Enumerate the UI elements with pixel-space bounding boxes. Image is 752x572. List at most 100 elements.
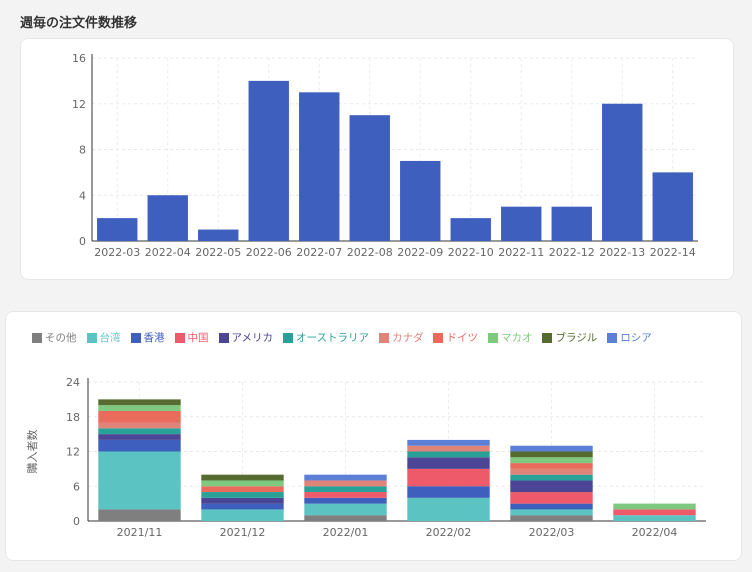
legend-item[interactable]: 台湾 xyxy=(86,330,121,345)
legend-swatch xyxy=(32,332,42,343)
legend-swatch xyxy=(130,332,141,343)
bar xyxy=(652,172,693,241)
bar-segment xyxy=(304,515,387,521)
bar-segment xyxy=(407,468,490,487)
legend-swatch xyxy=(174,332,185,343)
y-tick-label: 18 xyxy=(66,411,80,424)
x-tick-label: 2022-05 xyxy=(195,246,241,259)
y-tick-label: 12 xyxy=(66,446,80,459)
legend-label: オーストラリア xyxy=(295,332,369,344)
legend-swatch xyxy=(487,332,498,343)
legend-item[interactable]: マカオ xyxy=(487,330,533,345)
x-tick-label: 2022/04 xyxy=(632,526,678,539)
legend-label: 中国 xyxy=(187,332,209,344)
bar-segment xyxy=(304,480,387,487)
bar-segment xyxy=(98,451,181,510)
x-tick-label: 2022-12 xyxy=(549,246,595,259)
legend-item[interactable]: 香港 xyxy=(130,330,165,345)
bar-segment xyxy=(613,509,696,516)
weekly-orders-chart: 0 4 8 12 16 2022-03 2022-04 2022-05 2022-06 2022-… xyxy=(72,52,698,259)
legend-label: 台湾 xyxy=(99,332,121,344)
chart-title: 週毎の注文件数推移 xyxy=(20,16,138,31)
bar xyxy=(551,206,592,241)
bar-segment xyxy=(510,509,593,516)
legend-swatch xyxy=(542,332,553,343)
bar-segment xyxy=(407,457,490,469)
y-tick-label: 8 xyxy=(79,144,86,157)
bar-segment xyxy=(304,497,387,504)
y-tick-label: 12 xyxy=(72,98,86,111)
bar xyxy=(450,218,491,241)
bar-segment xyxy=(98,428,181,435)
bar xyxy=(198,229,239,241)
legend-item[interactable]: 中国 xyxy=(174,330,209,345)
bar-segment xyxy=(510,480,593,493)
legend-label: アメリカ xyxy=(231,332,273,344)
legend-swatch xyxy=(86,332,97,343)
legend-label: マカオ xyxy=(500,332,533,344)
legend-item[interactable]: ロシア xyxy=(607,330,652,345)
y-tick-label: 6 xyxy=(73,480,80,493)
legend-item[interactable]: ブラジル xyxy=(542,330,597,345)
x-tick-label: 2022-14 xyxy=(650,246,696,259)
legend-swatch xyxy=(433,332,444,343)
bar-segment xyxy=(510,463,593,469)
bar xyxy=(248,80,289,241)
legend-swatch xyxy=(282,332,293,343)
bar-segment xyxy=(98,410,181,423)
legend-item[interactable]: オーストラリア xyxy=(282,330,369,345)
bar-segment xyxy=(304,503,387,516)
y-tick-label: 16 xyxy=(72,52,86,65)
bar xyxy=(299,92,340,241)
legend-item[interactable]: カナダ xyxy=(378,330,424,345)
legend-label: カナダ xyxy=(391,332,424,344)
x-tick-label: 2022-03 xyxy=(94,246,140,259)
bar xyxy=(97,218,138,241)
bar-segment xyxy=(510,503,593,510)
bar-segment xyxy=(407,486,490,498)
x-tick-label: 2022/02 xyxy=(426,526,472,539)
bar-segment xyxy=(510,468,593,475)
bar-segment xyxy=(407,445,490,452)
x-tick-label: 2022/03 xyxy=(529,526,575,539)
y-tick-label: 24 xyxy=(66,376,80,389)
bar-segment xyxy=(98,434,181,440)
bar-segment xyxy=(510,474,593,481)
bar xyxy=(501,206,542,241)
x-tick-label: 2022/01 xyxy=(323,526,369,539)
bar-segment xyxy=(98,439,181,452)
legend-label: その他 xyxy=(45,332,77,344)
legend-item[interactable]: ドイツ xyxy=(433,330,478,345)
bar-segment xyxy=(510,445,593,452)
x-tick-label: 2022-10 xyxy=(448,246,494,259)
bar-segment xyxy=(201,492,284,498)
y-tick-label: 0 xyxy=(73,515,80,528)
x-tick-label: 2022-11 xyxy=(498,246,544,259)
legend-item[interactable]: アメリカ xyxy=(218,330,273,345)
bar-segment xyxy=(201,474,284,481)
bar-segment xyxy=(201,509,284,521)
bar-segment xyxy=(201,480,284,487)
bar-segment xyxy=(407,451,490,458)
x-tick-label: 2022-09 xyxy=(397,246,443,259)
bar-segment xyxy=(304,486,387,493)
bar-segment xyxy=(613,503,696,510)
bar-segment xyxy=(510,515,593,521)
y-axis-title: 購入者数 xyxy=(25,430,39,474)
x-tick-label: 2022-13 xyxy=(599,246,645,259)
legend-label: 香港 xyxy=(143,332,165,344)
bar-segment xyxy=(98,509,181,521)
bar-segment xyxy=(613,515,696,521)
bar-segment xyxy=(510,492,593,504)
x-tick-label: 2022-08 xyxy=(347,246,393,259)
legend-item[interactable]: その他 xyxy=(32,330,77,345)
bar-segment xyxy=(304,492,387,498)
legend-label: ドイツ xyxy=(446,332,478,344)
x-tick-label: 2021/11 xyxy=(117,526,163,539)
bar-segment xyxy=(98,422,181,429)
legend-label: ロシア xyxy=(620,332,652,344)
y-tick-label: 0 xyxy=(79,235,86,248)
bar-segment xyxy=(510,457,593,464)
bar xyxy=(400,160,441,241)
bar-segment xyxy=(201,486,284,493)
